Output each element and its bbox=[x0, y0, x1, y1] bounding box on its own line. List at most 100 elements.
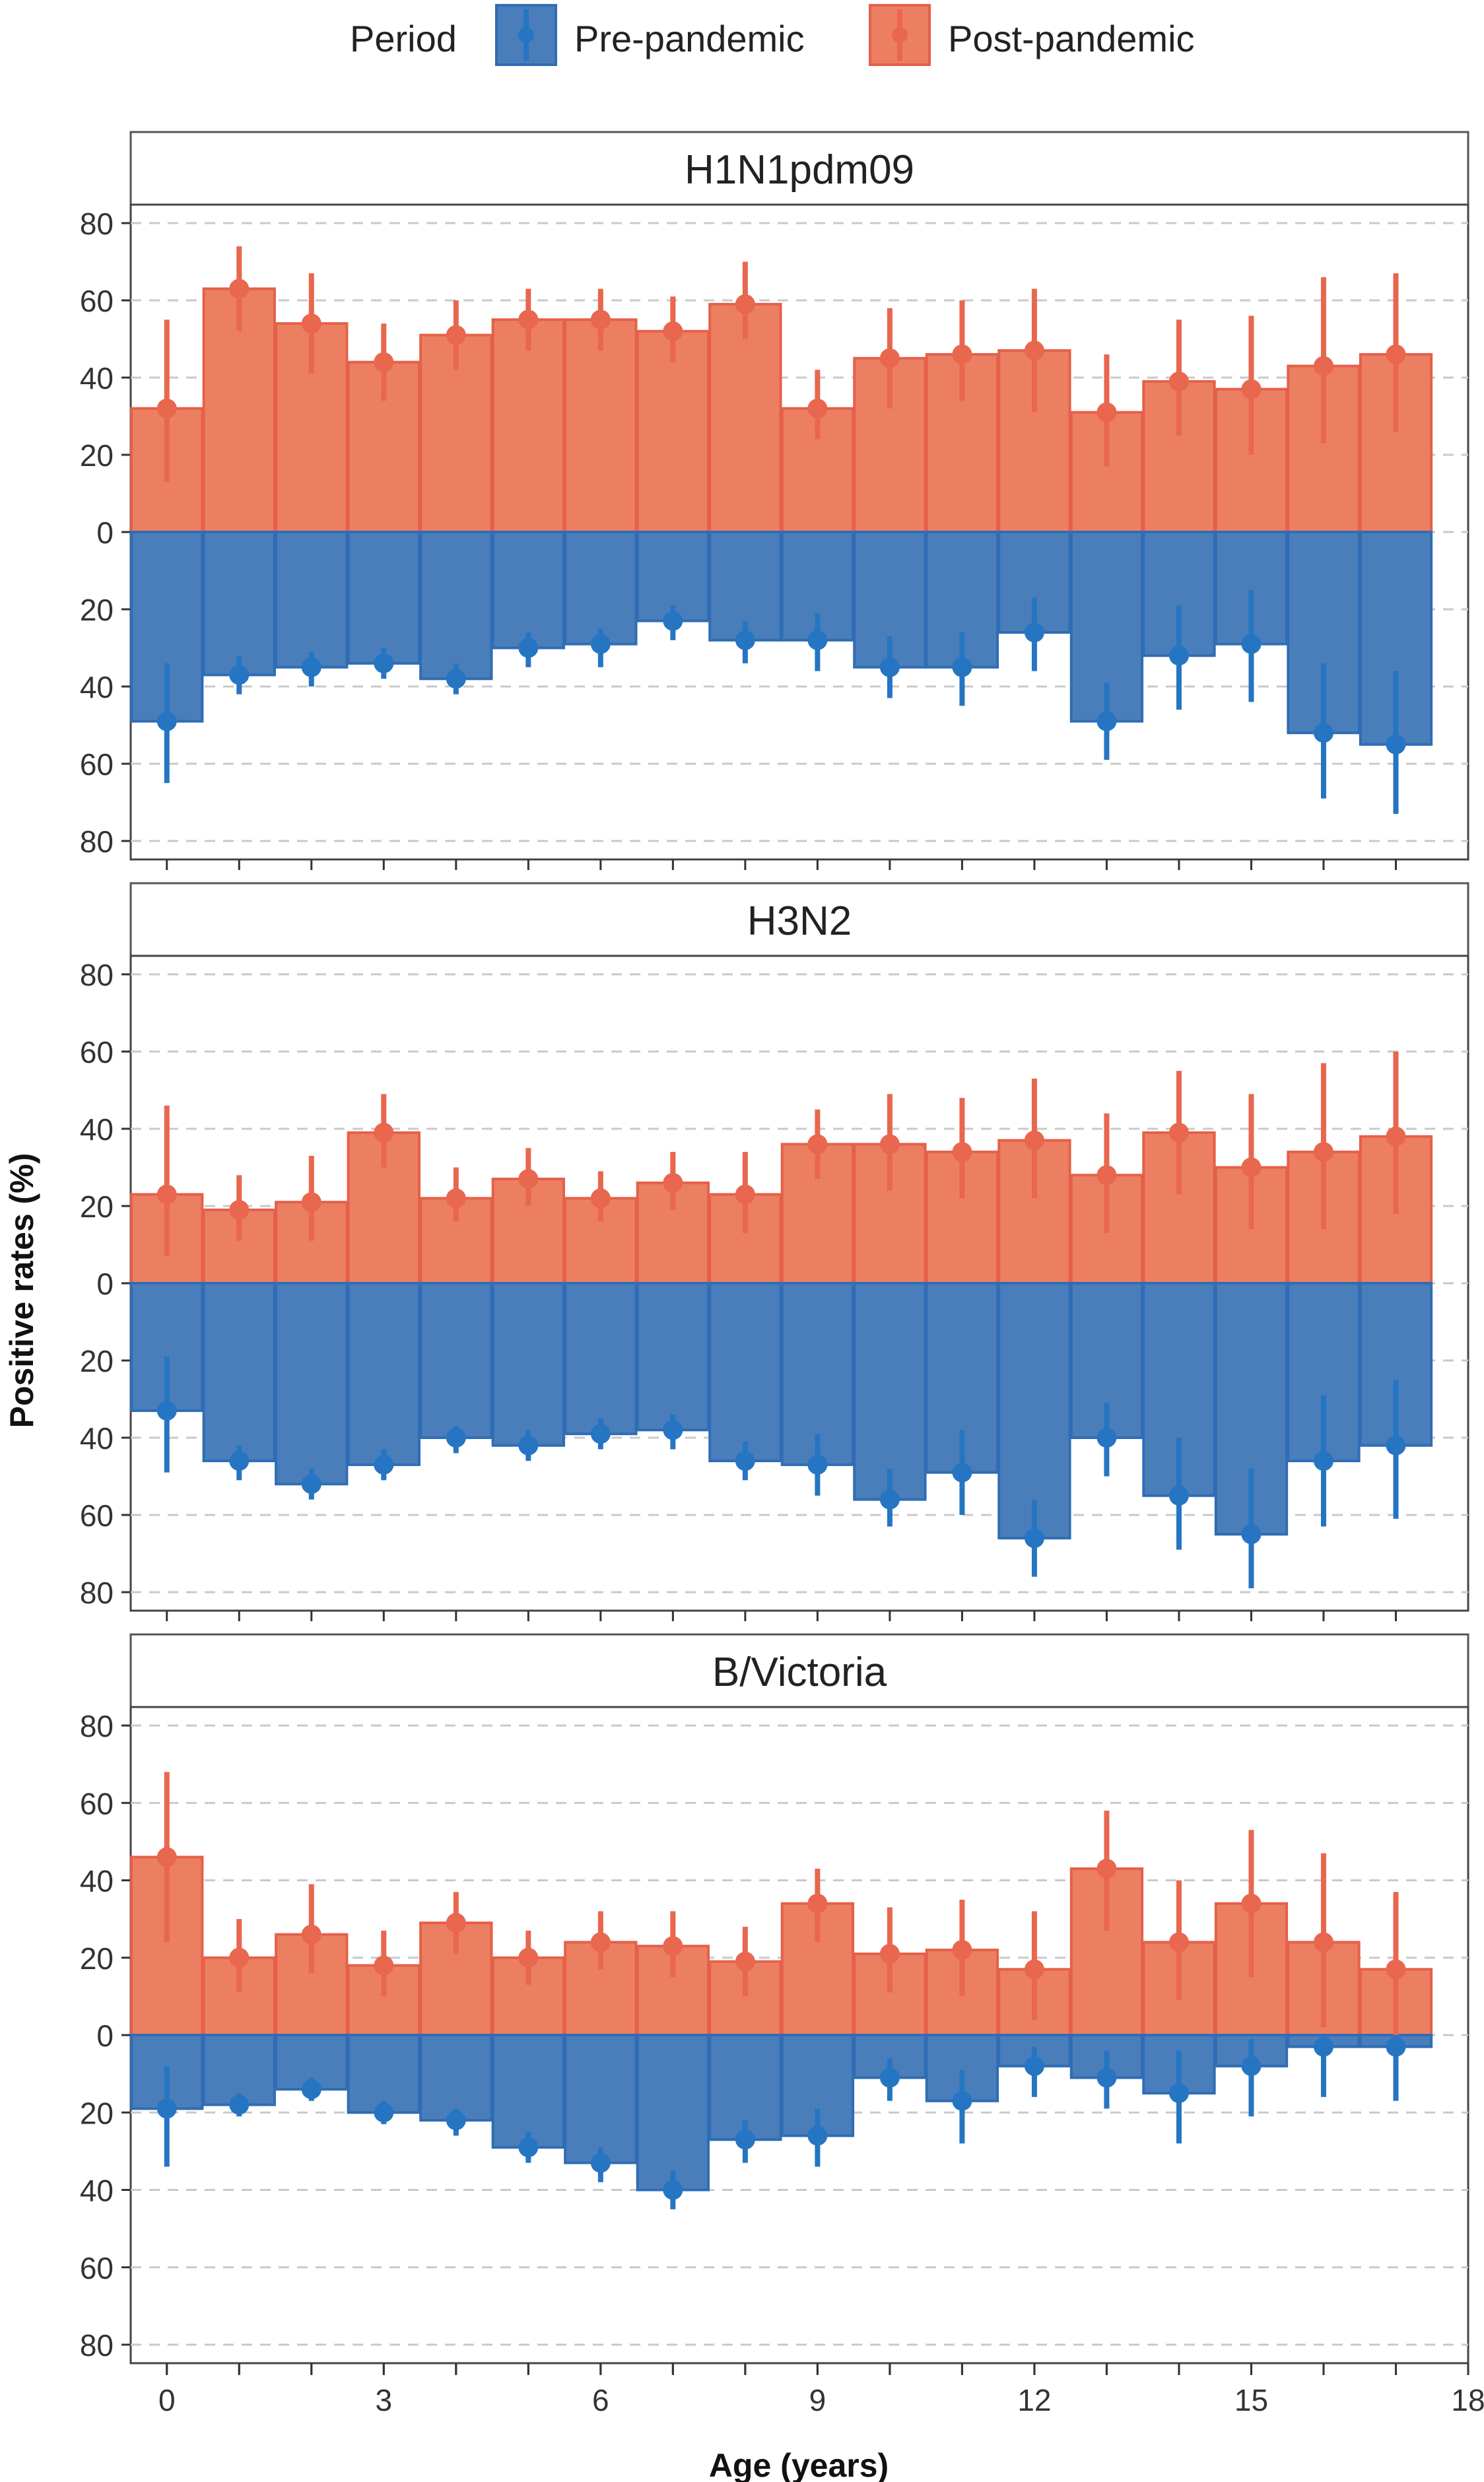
point-post-pandemic bbox=[1096, 1165, 1117, 1186]
point-pre-pandemic bbox=[229, 2095, 250, 2115]
x-tick-label: 9 bbox=[809, 2383, 826, 2417]
y-tick-label: 60 bbox=[80, 284, 114, 318]
point-pre-pandemic bbox=[1313, 723, 1333, 743]
x-tick-label: 15 bbox=[1234, 2383, 1268, 2417]
point-post-pandemic bbox=[1168, 371, 1189, 391]
bar-post-pandemic bbox=[564, 1941, 638, 2037]
point-post-pandemic bbox=[446, 1912, 466, 1933]
bar-post-pandemic bbox=[564, 318, 638, 533]
point-post-pandemic bbox=[1241, 1893, 1262, 1914]
point-post-pandemic bbox=[879, 1134, 900, 1155]
point-pre-pandemic bbox=[735, 2130, 755, 2150]
point-post-pandemic bbox=[1386, 1126, 1406, 1147]
bar-post-pandemic bbox=[491, 1956, 565, 2036]
point-pre-pandemic bbox=[1168, 646, 1189, 666]
point-post-pandemic bbox=[301, 314, 321, 334]
panel-h1n1pdm09: H1N1pdm09 80 60 40 20 0 20 40 60 80 bbox=[80, 131, 1469, 870]
point-post-pandemic bbox=[590, 310, 611, 330]
y-axis-label: Positive rates (%) bbox=[3, 1153, 40, 1428]
y-tick-label: 40 bbox=[80, 1421, 114, 1456]
panel-title: B/Victoria bbox=[712, 1650, 887, 1695]
point-post-pandemic bbox=[807, 1134, 828, 1155]
point-pre-pandemic bbox=[1241, 2056, 1262, 2076]
bar-pre-pandemic bbox=[347, 531, 421, 665]
point-pre-pandemic bbox=[1024, 2056, 1044, 2076]
point-post-pandemic bbox=[1096, 402, 1117, 422]
point-post-pandemic bbox=[952, 1940, 972, 1961]
point-pre-pandemic bbox=[952, 657, 972, 677]
point-pre-pandemic bbox=[1096, 711, 1117, 731]
point-pre-pandemic bbox=[663, 1420, 683, 1440]
legend: Period Pre-pandemic Post-pandemic bbox=[350, 4, 1195, 66]
point-post-pandemic bbox=[663, 321, 683, 341]
bar-pre-pandemic bbox=[564, 2034, 638, 2164]
point-post-pandemic bbox=[1386, 1959, 1406, 1980]
point-post-pandemic bbox=[807, 398, 828, 419]
y-tick-label: 40 bbox=[80, 1112, 114, 1147]
y-tick-label: 20 bbox=[80, 593, 114, 627]
point-post-pandemic bbox=[1241, 379, 1262, 399]
point-pre-pandemic bbox=[518, 2137, 539, 2158]
point-pre-pandemic bbox=[1386, 734, 1406, 755]
point-pre-pandemic bbox=[1096, 2067, 1117, 2088]
point-post-pandemic bbox=[301, 1924, 321, 1945]
point-post-pandemic bbox=[1313, 356, 1333, 376]
point-pre-pandemic bbox=[1313, 1451, 1333, 1471]
legend-title: Period bbox=[350, 18, 457, 59]
point-post-pandemic bbox=[1096, 1858, 1117, 1879]
y-tick-label: 20 bbox=[80, 1941, 114, 1976]
point-pre-pandemic bbox=[879, 2067, 900, 2088]
legend-swatch-point bbox=[892, 27, 908, 43]
point-post-pandemic bbox=[879, 1943, 900, 1964]
point-pre-pandemic bbox=[663, 2180, 683, 2200]
y-tick-label: 80 bbox=[80, 2328, 114, 2363]
point-pre-pandemic bbox=[879, 1489, 900, 1510]
y-tick-label: 20 bbox=[80, 1344, 114, 1378]
point-pre-pandemic bbox=[1386, 1435, 1406, 1456]
point-post-pandemic bbox=[229, 1947, 250, 1968]
bar-pre-pandemic bbox=[636, 2034, 710, 2192]
x-tick-label: 0 bbox=[158, 2383, 176, 2417]
point-post-pandemic bbox=[156, 398, 177, 419]
bar-pre-pandemic bbox=[202, 531, 276, 677]
point-pre-pandemic bbox=[374, 653, 394, 673]
point-pre-pandemic bbox=[1168, 1485, 1189, 1506]
y-tick-label: 60 bbox=[80, 1498, 114, 1533]
point-pre-pandemic bbox=[301, 657, 321, 677]
panel-strip bbox=[129, 1633, 1469, 1708]
y-tick-label: 80 bbox=[80, 1709, 114, 1743]
bar-pre-pandemic bbox=[1214, 531, 1289, 646]
point-pre-pandemic bbox=[518, 1435, 539, 1456]
point-pre-pandemic bbox=[374, 1454, 394, 1475]
point-post-pandemic bbox=[156, 1184, 177, 1205]
point-pre-pandemic bbox=[735, 1451, 755, 1471]
point-post-pandemic bbox=[1241, 1157, 1262, 1178]
point-pre-pandemic bbox=[807, 2126, 828, 2146]
point-post-pandemic bbox=[229, 1199, 250, 1220]
bar-pre-pandemic bbox=[1287, 531, 1361, 735]
point-pre-pandemic bbox=[446, 1428, 466, 1448]
point-pre-pandemic bbox=[590, 1424, 611, 1444]
point-post-pandemic bbox=[735, 1951, 755, 1972]
bar-pre-pandemic bbox=[347, 2034, 421, 2114]
panel-b-victoria: B/Victoria 80 60 40 20 0 20 40 60 80 bbox=[80, 1633, 1469, 2374]
point-post-pandemic bbox=[735, 294, 755, 314]
point-post-pandemic bbox=[374, 1955, 394, 1976]
y-tick-label: 80 bbox=[80, 1576, 114, 1610]
point-post-pandemic bbox=[446, 325, 466, 345]
legend-label: Post-pandemic bbox=[948, 18, 1195, 59]
point-post-pandemic bbox=[590, 1188, 611, 1209]
point-pre-pandemic bbox=[590, 2153, 611, 2173]
legend-item-pre-pandemic: Pre-pandemic bbox=[495, 4, 805, 66]
point-pre-pandemic bbox=[1241, 1524, 1262, 1545]
panel-h3n2: H3N2 80 60 40 20 0 20 40 60 80 bbox=[80, 882, 1469, 1621]
point-pre-pandemic bbox=[229, 665, 250, 685]
y-tick-label: 80 bbox=[80, 824, 114, 859]
y-tick-label: 20 bbox=[80, 438, 114, 473]
bar-post-pandemic bbox=[636, 329, 710, 533]
legend-items: Pre-pandemic Post-pandemic bbox=[495, 4, 1195, 66]
point-pre-pandemic bbox=[952, 1462, 972, 1483]
point-pre-pandemic bbox=[518, 638, 539, 658]
point-pre-pandemic bbox=[1241, 634, 1262, 654]
